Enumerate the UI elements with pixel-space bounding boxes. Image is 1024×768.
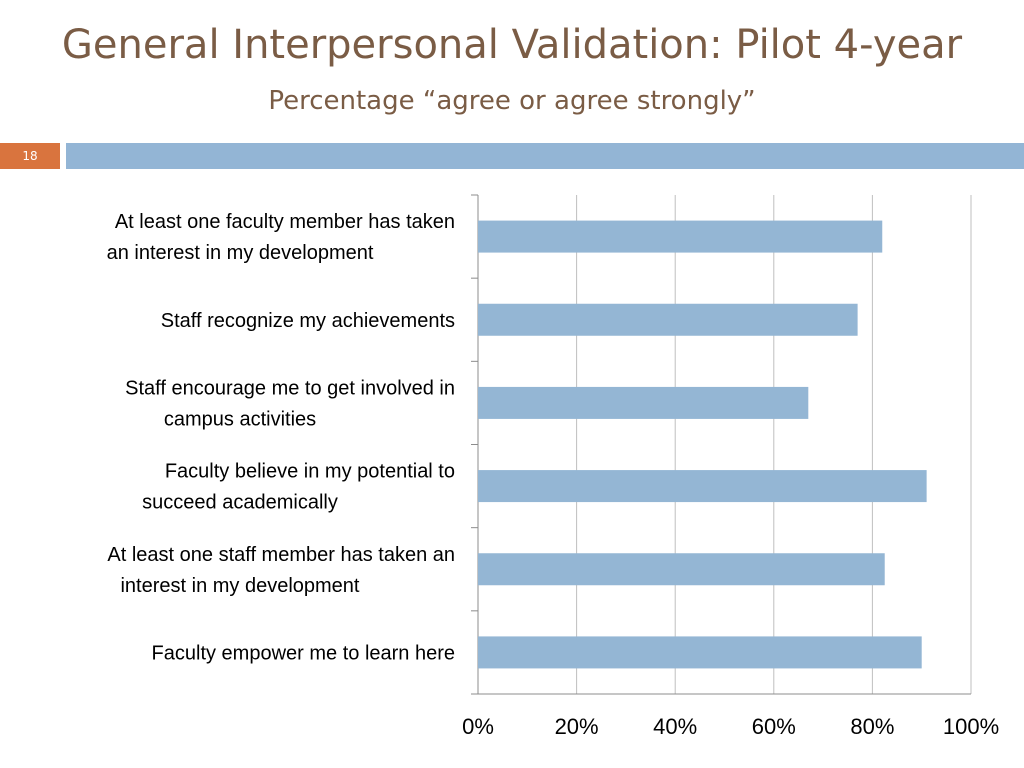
category-label: Staff recognize my achievements <box>161 310 455 332</box>
bar <box>478 470 927 503</box>
category-label: interest in my development <box>120 575 359 597</box>
x-tick-label: 60% <box>752 714 796 739</box>
slide-title: General Interpersonal Validation: Pilot … <box>61 22 963 68</box>
x-tick-label: 20% <box>555 714 599 739</box>
bar <box>478 303 858 336</box>
bar-chart: At least one faculty member has taken an … <box>107 194 999 739</box>
category-label: Faculty empower me to learn here <box>152 642 455 664</box>
x-tick-label: 100% <box>943 714 999 739</box>
x-tick-label: 40% <box>653 714 697 739</box>
slide-number: 18 <box>0 143 60 169</box>
category-label: Faculty believe in my potential to <box>165 461 455 483</box>
category-label: Staff encourage me to get involved in <box>125 377 455 399</box>
header-band <box>66 143 1024 169</box>
bar <box>478 553 885 586</box>
category-label: succeed academically <box>142 492 338 514</box>
bar <box>478 386 809 419</box>
x-tick-label: 0% <box>462 714 494 739</box>
bar <box>478 220 883 253</box>
slide-subtitle: Percentage “agree or agree strongly” <box>268 86 756 116</box>
category-label: an interest in my development <box>107 242 374 264</box>
bar <box>478 636 922 669</box>
category-label: At least one faculty member has taken <box>115 211 455 233</box>
x-tick-label: 80% <box>850 714 894 739</box>
category-label: At least one staff member has taken an <box>107 544 455 566</box>
category-label: campus activities <box>164 408 316 430</box>
